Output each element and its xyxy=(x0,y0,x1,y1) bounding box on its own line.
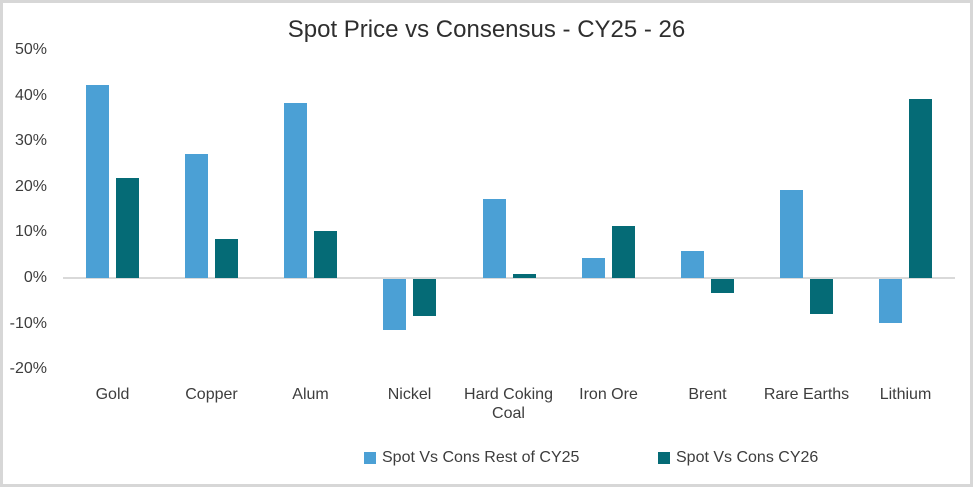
x-axis-category-label-nickel: Nickel xyxy=(387,386,432,403)
bar-brent-series2 xyxy=(711,279,734,293)
bar-hard-coking-coal-series1 xyxy=(483,199,506,278)
y-axis-tick-label: 30% xyxy=(14,132,47,149)
x-axis-category-label-lithium: Lithium xyxy=(879,386,932,403)
x-axis-zero-line xyxy=(63,277,955,279)
bar-copper-series2 xyxy=(215,239,238,278)
bar-lithium-series1 xyxy=(879,279,902,323)
y-axis-tick-label: 10% xyxy=(14,223,47,240)
legend-swatch-cy26 xyxy=(658,452,670,464)
bar-alum-series1 xyxy=(284,103,307,278)
x-axis-category-label-gold: Gold xyxy=(95,386,130,403)
legend-item-cy26: Spot Vs Cons CY26 xyxy=(658,449,818,467)
bar-gold-series2 xyxy=(116,178,139,278)
bar-lithium-series2 xyxy=(909,99,932,278)
y-axis-tick-label: -10% xyxy=(9,315,47,332)
y-axis-tick-label: 0% xyxy=(23,269,47,286)
bar-rare-earths-series1 xyxy=(780,190,803,278)
bar-alum-series2 xyxy=(314,231,337,278)
x-axis-category-label-copper: Copper xyxy=(185,386,238,403)
legend-label-cy26: Spot Vs Cons CY26 xyxy=(676,449,819,466)
x-axis-category-label-alum: Alum xyxy=(292,386,329,403)
x-axis-category-label-hard-coking-coal: Hard Coking Coal xyxy=(464,386,553,422)
y-axis-tick-label: 50% xyxy=(14,41,47,58)
y-axis-tick-label: 20% xyxy=(14,178,47,195)
x-axis-category-label-iron-ore: Iron Ore xyxy=(579,386,638,403)
bar-copper-series1 xyxy=(185,154,208,278)
bar-iron-ore-series1 xyxy=(582,258,605,278)
bar-iron-ore-series2 xyxy=(612,226,635,278)
legend-item-cy25: Spot Vs Cons Rest of CY25 xyxy=(364,449,579,467)
y-axis-tick-label: -20% xyxy=(9,360,47,377)
bar-brent-series1 xyxy=(681,251,704,278)
legend-swatch-cy25 xyxy=(364,452,376,464)
bar-nickel-series2 xyxy=(413,279,436,316)
x-axis-category-label-brent: Brent xyxy=(688,386,727,403)
y-axis-tick-label: 40% xyxy=(14,87,47,104)
chart-title: Spot Price vs Consensus - CY25 - 26 xyxy=(287,16,686,43)
bar-nickel-series1 xyxy=(383,279,406,330)
bar-hard-coking-coal-series2 xyxy=(513,274,536,278)
legend-label-cy25: Spot Vs Cons Rest of CY25 xyxy=(382,449,580,466)
bar-gold-series1 xyxy=(86,85,109,278)
bar-rare-earths-series2 xyxy=(810,279,833,314)
x-axis-category-label-rare-earths: Rare Earths xyxy=(763,386,850,403)
